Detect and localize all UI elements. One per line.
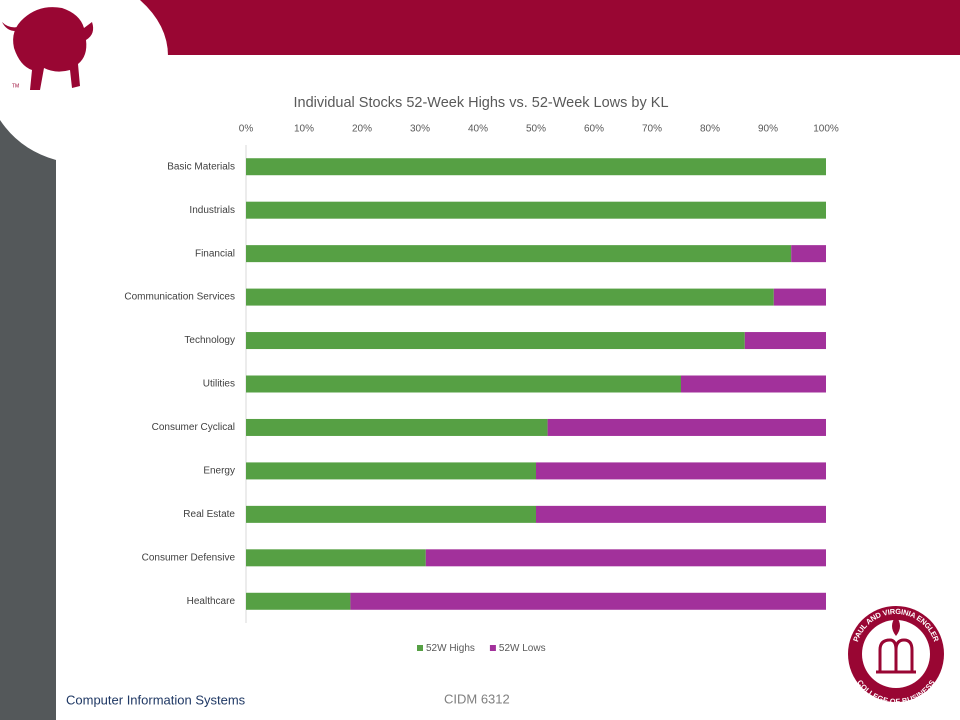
bar-segment [246, 158, 826, 176]
bar-segment [744, 332, 826, 350]
x-tick-label: 60% [584, 124, 604, 135]
y-tick-label: Communication Services [124, 292, 235, 303]
bar-segment [246, 375, 681, 393]
x-tick-label: 0% [239, 124, 254, 135]
bar-segment [246, 549, 426, 567]
y-tick-label: Financial [195, 248, 235, 259]
x-tick-label: 70% [642, 124, 662, 135]
bar-segment [246, 201, 826, 219]
bar-segment [536, 462, 826, 480]
footer-course: CIDM 6312 [444, 691, 510, 706]
legend-swatch [489, 645, 496, 651]
y-tick-label: Healthcare [187, 596, 236, 607]
x-tick-label: 50% [526, 124, 546, 135]
y-tick-label: Real Estate [183, 509, 235, 520]
x-tick-label: 40% [468, 124, 488, 135]
logo-mark: TM [12, 83, 19, 89]
bar-segment [246, 505, 536, 523]
bar-segment [773, 288, 826, 306]
y-tick-label: Consumer Cyclical [152, 422, 235, 433]
y-tick-label: Industrials [189, 205, 235, 216]
bar-segment [246, 288, 774, 306]
bar-segment [547, 418, 826, 436]
bar-segment [681, 375, 826, 393]
bar-segment [350, 592, 826, 610]
x-tick-label: 10% [294, 124, 314, 135]
bar-segment [246, 418, 548, 436]
x-tick-label: 30% [410, 124, 430, 135]
bar-segment [246, 462, 536, 480]
legend-label: 52W Lows [499, 643, 546, 654]
bar-segment [246, 332, 745, 350]
y-tick-label: Energy [203, 466, 235, 477]
y-tick-label: Utilities [203, 379, 235, 390]
seal: PAUL AND VIRGINIA ENGLER COLLEGE OF BUSI… [848, 606, 944, 706]
y-tick-label: Basic Materials [167, 161, 235, 172]
bar-segment [246, 245, 792, 263]
footer-department: Computer Information Systems [66, 692, 246, 707]
bar-segment [791, 245, 826, 263]
y-tick-label: Technology [184, 335, 235, 346]
side-band [0, 55, 56, 720]
x-tick-label: 80% [700, 124, 720, 135]
legend-label: 52W Highs [426, 643, 475, 654]
x-tick-label: 100% [813, 124, 839, 135]
bar-segment [425, 549, 826, 567]
legend-swatch [417, 645, 423, 651]
bar-segment [536, 505, 826, 523]
bar-segment [246, 592, 351, 610]
bison-logo [2, 7, 94, 90]
chart-title: Individual Stocks 52-Week Highs vs. 52-W… [293, 95, 668, 111]
seal-flame [892, 616, 900, 636]
seal-emblem [876, 638, 916, 674]
x-tick-label: 20% [352, 124, 372, 135]
x-tick-label: 90% [758, 124, 778, 135]
y-tick-label: Consumer Defensive [142, 552, 236, 563]
